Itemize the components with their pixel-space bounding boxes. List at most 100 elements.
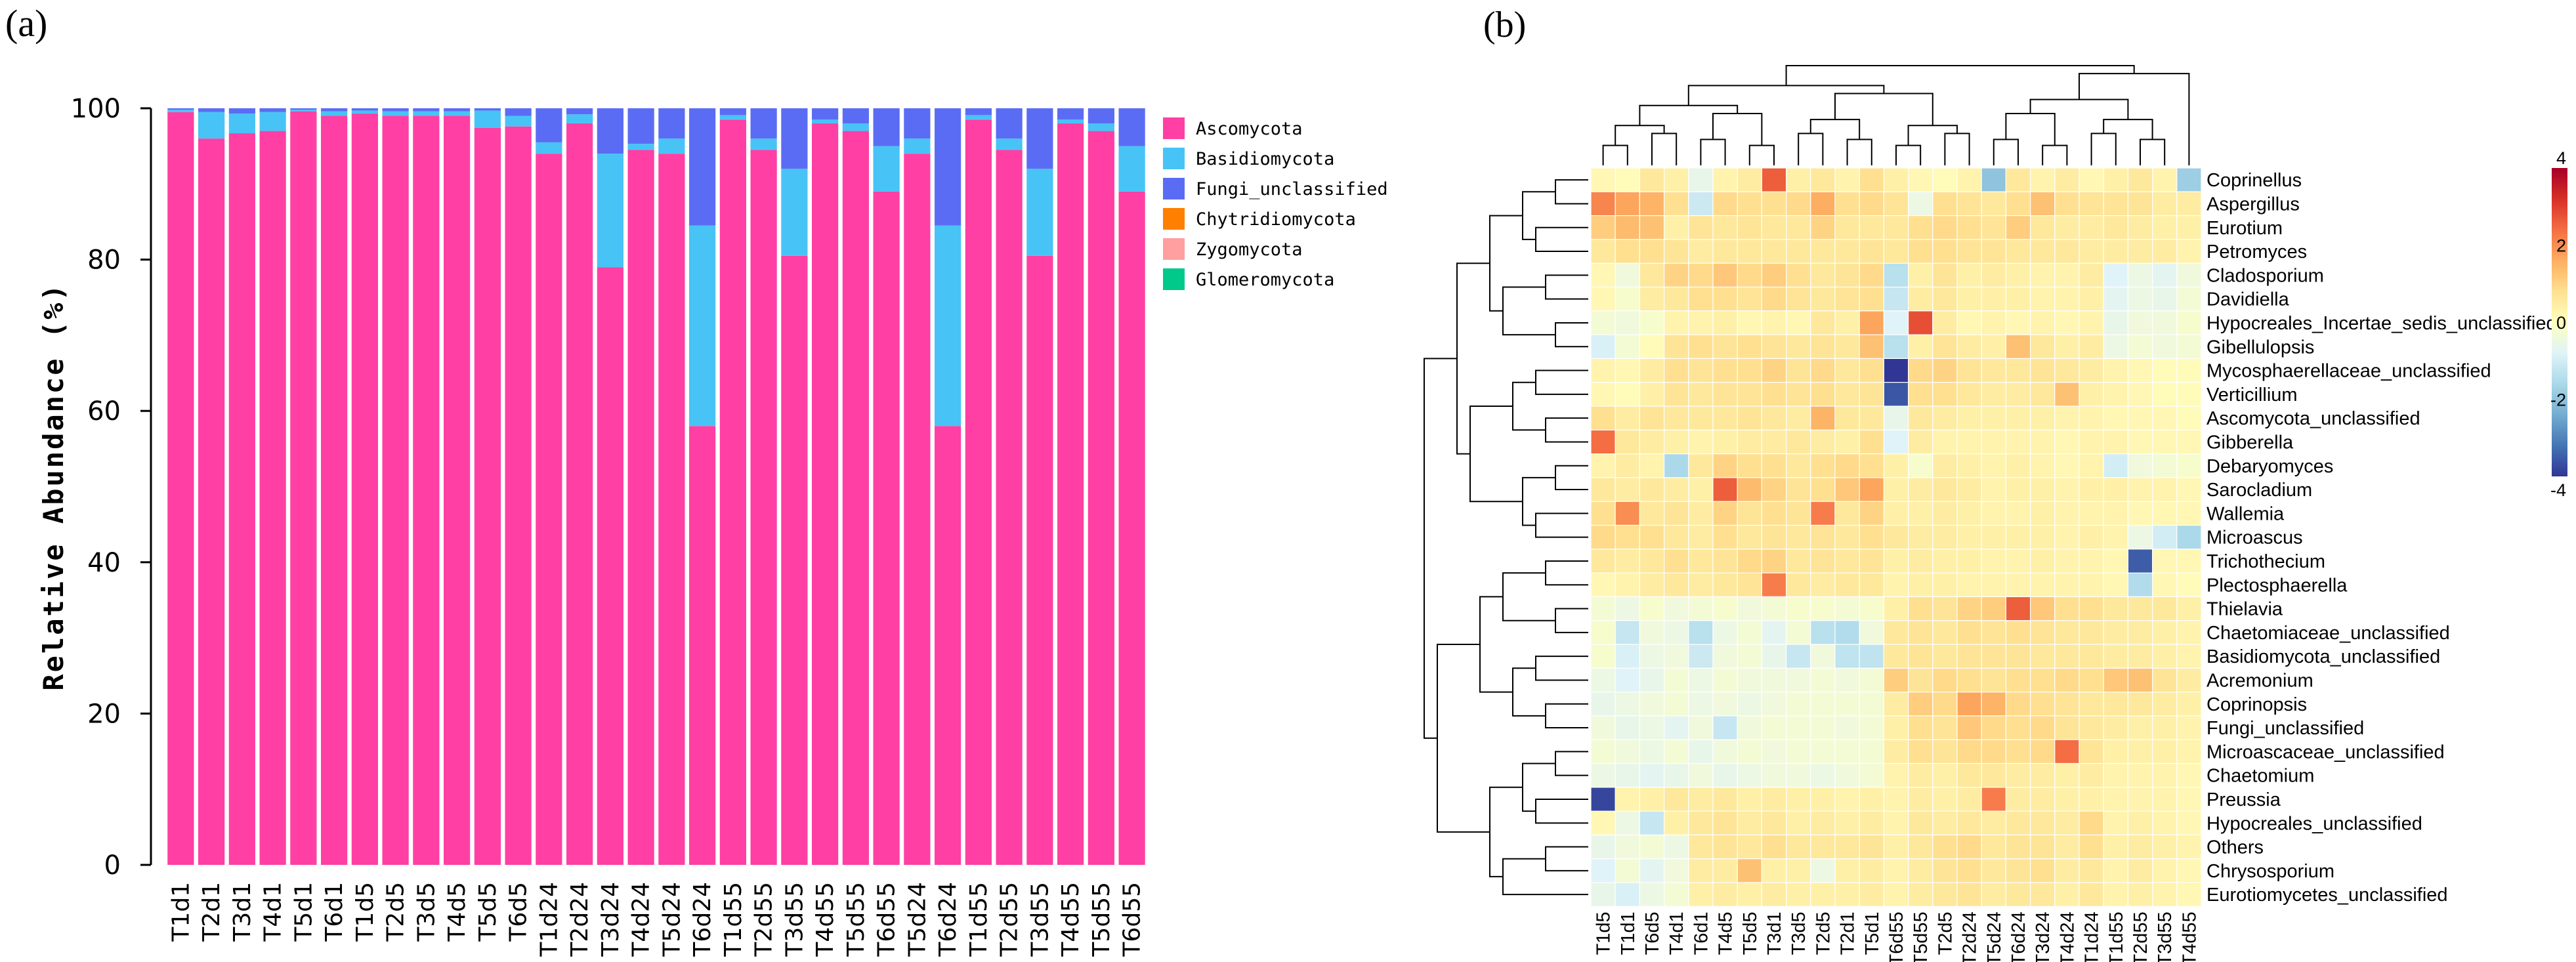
heatmap-cell [1590,667,1616,693]
x-tick-label: T1d24 [536,882,562,957]
heatmap-cell [1883,763,1909,788]
heatmap-cell [1639,667,1665,693]
heatmap-cell [1810,191,1836,217]
heatmap-cell [1981,858,2006,883]
bar-segment-basidiomycota [996,138,1023,150]
heatmap-cell [1859,477,1884,502]
column-label: T3d5 [1788,911,1809,955]
heatmap-cell [1810,667,1836,693]
heatmap-cell [1737,787,1762,812]
heatmap-cell [1908,429,1933,455]
heatmap-cell [1786,358,1811,383]
dendrogram-branch [1748,144,1775,165]
heatmap-cell [1956,549,1982,574]
row-label: Mycosphaerellaceae_unclassified [2206,361,2491,382]
heatmap-cell [1761,262,1787,288]
heatmap-cell [1956,429,1982,455]
heatmap-cell [1981,524,2006,550]
heatmap-cell [2152,691,2178,717]
heatmap-cell [1761,406,1787,430]
heatmap-cell [2127,620,2153,645]
heatmap-cell [1932,429,1958,455]
heatmap-cell [1810,763,1836,788]
heatmap-cell [1639,834,1665,860]
heatmap-cell [2054,810,2080,835]
dendrogram-branch [2140,138,2166,165]
heatmap-cell [1761,191,1787,217]
heatmap-cell [1932,477,1958,502]
heatmap-cell [1883,620,1909,645]
heatmap-cell [2054,739,2080,764]
heatmap-cell [2030,167,2056,192]
heatmap-cell [1761,310,1787,335]
heatmap-cell [2005,262,2031,288]
heatmap-cell [2127,501,2153,526]
heatmap-cell [1712,167,1738,192]
heatmap-cell [1859,715,1884,740]
bar-segment-basidiomycota [627,144,654,150]
heatmap-cell [2079,810,2104,835]
heatmap-cell [2079,239,2104,264]
heatmap-cell [1639,453,1665,478]
heatmap-cell [1810,477,1836,502]
bar-segment-basidiomycota [505,115,532,127]
heatmap-cell [2152,406,2178,430]
heatmap-cell [1932,215,1958,240]
heatmap-cell [1590,239,1616,264]
heatmap-cell [1956,620,1982,645]
heatmap-cell [2005,501,2031,526]
column-label: T4d5 [1716,911,1737,955]
heatmap-cell [1615,310,1640,335]
x-tick-label: T1d55 [965,882,992,957]
heatmap-cell [1810,834,1836,860]
row-label: Preussia [2206,789,2281,810]
heatmap-cell [1761,787,1787,812]
heatmap-cell [1615,882,1640,907]
heatmap-cell [2005,524,2031,550]
heatmap-cell [2079,453,2104,478]
heatmap-cell [1615,596,1640,621]
dendrogram-branch [1545,274,1588,300]
heatmap-cell [2079,715,2104,740]
heatmap-cell [1956,286,1982,312]
heatmap-cell [1859,596,1884,621]
bar-segment-fungi_unclassified [965,108,992,115]
heatmap-cell [1712,310,1738,335]
x-tick-label: T3d55 [781,882,808,957]
heatmap-cell [1664,262,1689,288]
x-tick-label: T5d24 [658,882,685,957]
heatmap-cell [2005,834,2031,860]
column-label: T2d24 [1960,911,1981,962]
heatmap-cell [1615,834,1640,860]
heatmap-cell [1639,644,1665,669]
heatmap-cell [1981,215,2006,240]
bar-segment-basidiomycota [750,138,777,150]
heatmap-cell [1712,834,1738,860]
heatmap-cell [2054,382,2080,407]
dendrogram-branch [1944,133,1970,165]
column-label: T2d55 [2130,911,2151,962]
heatmap-cell [1737,810,1762,835]
heatmap-cell [2079,549,2104,574]
heatmap-cell [2005,334,2031,360]
heatmap-cell [2127,524,2153,550]
heatmap-cell [2103,191,2128,217]
color-scale-tick-label: 0 [2556,313,2566,333]
heatmap-cell [2079,477,2104,502]
heatmap-cell [1639,620,1665,645]
heatmap-cell [2152,763,2178,788]
row-label: Fungi_unclassified [2206,718,2364,739]
bar-segment-ascomycota [321,115,348,865]
heatmap-cell [2030,310,2056,335]
heatmap-cell [2127,406,2153,430]
heatmap-cell [2152,167,2178,192]
bar-segment-ascomycota [198,138,225,865]
heatmap-cell [1859,286,1884,312]
heatmap-cell [1883,406,1909,430]
heatmap-cell [1639,739,1665,764]
heatmap-cell [1761,334,1787,360]
bar-segment-basidiomycota [781,169,808,256]
heatmap-cell [1786,334,1811,360]
heatmap-cell [1859,810,1884,835]
heatmap-cell [2176,787,2202,812]
